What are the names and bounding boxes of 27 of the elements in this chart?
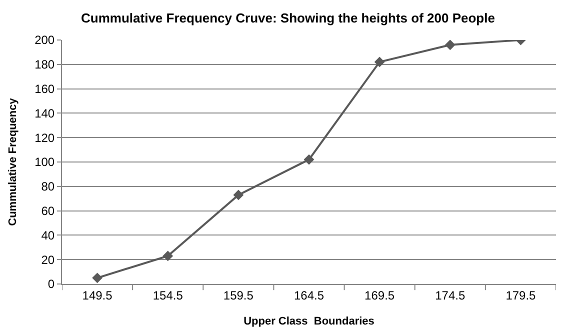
point [233, 190, 244, 200]
point [304, 154, 314, 165]
x-tick-label: 169.5 [364, 288, 395, 302]
y-tick-label: 160 [34, 82, 55, 96]
x-tick-label: 174.5 [435, 288, 466, 302]
y-tick-label: 20 [41, 252, 55, 267]
x-tick-label: 159.5 [223, 288, 254, 302]
x-tick-label: 154.5 [152, 288, 184, 302]
y-tick-label: 100 [34, 155, 55, 170]
y-tick-label: 40 [41, 228, 55, 242]
x-tick-label: 149.5 [82, 288, 113, 302]
y-tick-label: 120 [34, 130, 55, 145]
y-tick-label: 180 [34, 58, 55, 72]
x-axis-title: Upper Class Boundaries [244, 316, 374, 328]
y-tick-label: 80 [41, 180, 55, 194]
point [444, 40, 456, 50]
x-tick-label: 164.5 [294, 288, 324, 302]
y-tick-label: 200 [34, 33, 55, 48]
chart-title: Cummulative Frequency Cruve: Showing the heights of 200 People [81, 10, 495, 26]
y-tick-label: 60 [41, 204, 55, 218]
x-tick-label: 179.5 [506, 288, 536, 302]
y-axis-title: Cummulative Frequency [7, 97, 20, 226]
y-tick-label: 140 [34, 106, 55, 120]
point [162, 250, 174, 262]
y-tick-label: 0 [48, 277, 55, 292]
point [92, 272, 102, 284]
point [374, 56, 385, 68]
